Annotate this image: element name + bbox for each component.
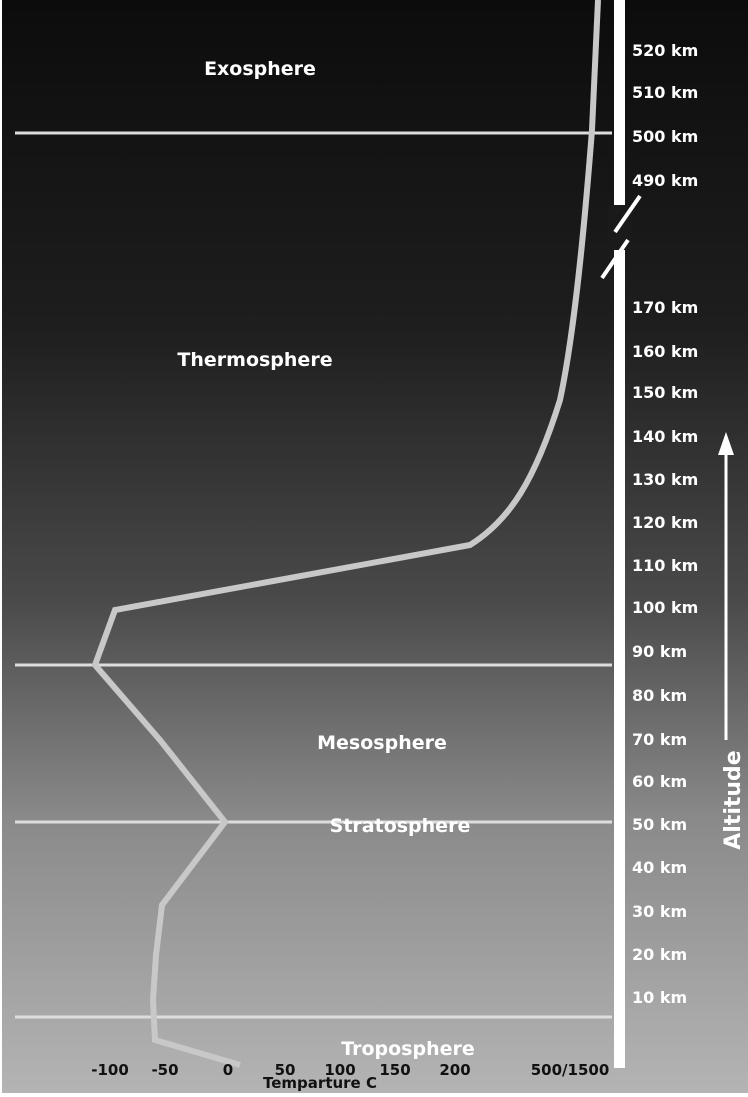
layer-label: Exosphere bbox=[204, 58, 316, 80]
altitude-label: 510 km bbox=[632, 83, 698, 102]
temperature-title: Temparture C bbox=[263, 1074, 377, 1092]
altitude-label: 520 km bbox=[632, 41, 698, 60]
altitude-label: 170 km bbox=[632, 298, 698, 317]
temperature-label: 500/1500 bbox=[531, 1061, 610, 1079]
altitude-label: 140 km bbox=[632, 427, 698, 446]
altitude-label: 20 km bbox=[632, 945, 687, 964]
altitude-label: 490 km bbox=[632, 171, 698, 190]
altitude-label: 80 km bbox=[632, 686, 687, 705]
altitude-label: 150 km bbox=[632, 383, 698, 402]
altitude-label: 70 km bbox=[632, 730, 687, 749]
altitude-label: 10 km bbox=[632, 988, 687, 1007]
altitude-label: 130 km bbox=[632, 470, 698, 489]
layer-label: Mesosphere bbox=[317, 732, 447, 754]
altitude-label: 90 km bbox=[632, 642, 687, 661]
altitude-label: 120 km bbox=[632, 513, 698, 532]
temperature-label: 150 bbox=[379, 1061, 410, 1079]
altitude-label: 500 km bbox=[632, 127, 698, 146]
altitude-scale bbox=[614, 0, 625, 1068]
temperature-label: -50 bbox=[151, 1061, 178, 1079]
altitude-label: 100 km bbox=[632, 598, 698, 617]
altitude-title: Altitude bbox=[721, 750, 746, 849]
atmosphere-diagram: Exosphere Thermosphere Mesosphere Strato… bbox=[0, 0, 748, 1093]
layer-label: Stratosphere bbox=[330, 815, 471, 837]
temperature-label: 0 bbox=[223, 1061, 233, 1079]
altitude-label: 60 km bbox=[632, 772, 687, 791]
temperature-label: 200 bbox=[439, 1061, 470, 1079]
altitude-label: 40 km bbox=[632, 858, 687, 877]
altitude-label: 50 km bbox=[632, 815, 687, 834]
temperature-label: -100 bbox=[91, 1061, 129, 1079]
altitude-label: 30 km bbox=[632, 902, 687, 921]
layer-label: Troposphere bbox=[341, 1038, 475, 1060]
altitude-label: 110 km bbox=[632, 556, 698, 575]
background bbox=[2, 0, 748, 1093]
altitude-label: 160 km bbox=[632, 342, 698, 361]
layer-label: Thermosphere bbox=[177, 349, 332, 371]
